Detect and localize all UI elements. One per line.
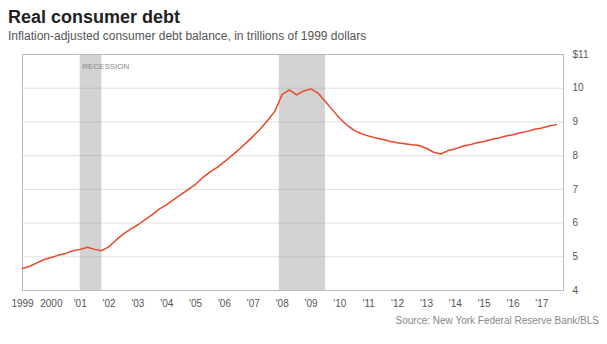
svg-text:'16: '16 (506, 298, 519, 309)
svg-text:'07: '07 (247, 298, 260, 309)
svg-text:7: 7 (573, 184, 579, 195)
svg-text:'11: '11 (363, 298, 376, 309)
svg-text:8: 8 (573, 150, 579, 161)
html-text:Inflation-adjusted consumer de: Inflation-adjusted consumer debt balance… (8, 29, 367, 43)
svg-text:'08: '08 (276, 298, 289, 309)
svg-text:$11: $11 (573, 49, 589, 60)
html-text:Source: New York Federal Reser: Source: New York Federal Reserve Bank/BL… (395, 315, 599, 326)
svg-text:'12: '12 (391, 298, 404, 309)
svg-text:'06: '06 (218, 298, 231, 309)
svg-text:'10: '10 (333, 298, 346, 309)
svg-text:1999: 1999 (11, 298, 34, 309)
svg-text:5: 5 (573, 251, 579, 262)
svg-text:10: 10 (573, 82, 585, 93)
svg-text:'02: '02 (103, 298, 116, 309)
svg-text:'15: '15 (478, 298, 491, 309)
svg-text:'03: '03 (131, 298, 144, 309)
svg-text:9: 9 (573, 116, 579, 127)
svg-text:'05: '05 (189, 298, 202, 309)
svg-text:4: 4 (573, 285, 579, 296)
svg-text:'01: '01 (74, 298, 87, 309)
svg-text:'13: '13 (420, 298, 433, 309)
svg-text:'09: '09 (305, 298, 318, 309)
html-text:Real consumer debt: Real consumer debt (8, 7, 180, 27)
svg-text:'04: '04 (160, 298, 173, 309)
svg-text:2000: 2000 (40, 298, 63, 309)
svg-text:6: 6 (573, 217, 579, 228)
svg-text:'17: '17 (535, 298, 548, 309)
svg-text:'14: '14 (449, 298, 462, 309)
svg-text:RECESSION: RECESSION (82, 62, 129, 71)
